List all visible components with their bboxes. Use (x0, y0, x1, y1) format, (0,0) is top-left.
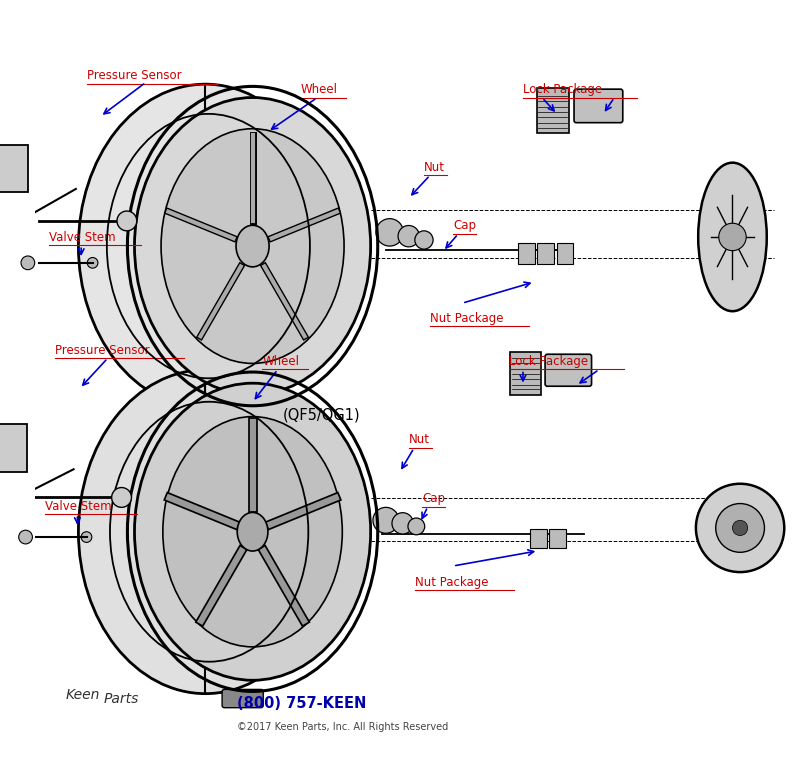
Text: Cap: Cap (422, 492, 446, 505)
Text: (800) 757-KEEN: (800) 757-KEEN (238, 697, 366, 711)
FancyBboxPatch shape (518, 243, 535, 264)
Circle shape (376, 218, 403, 246)
Circle shape (87, 258, 98, 268)
Text: Nut: Nut (424, 161, 445, 173)
Text: Cap: Cap (453, 219, 476, 232)
Circle shape (117, 211, 137, 231)
Text: Pressure Sensor: Pressure Sensor (87, 70, 182, 82)
FancyBboxPatch shape (545, 354, 591, 386)
Ellipse shape (78, 84, 332, 408)
Text: ©2017 Keen Parts, Inc. All Rights Reserved: ©2017 Keen Parts, Inc. All Rights Reserv… (238, 722, 449, 731)
Circle shape (392, 512, 414, 534)
Text: Keen: Keen (66, 688, 100, 702)
Text: (QF5/QG1): (QF5/QG1) (282, 408, 360, 423)
Text: Valve Stem: Valve Stem (46, 500, 112, 512)
Text: Parts: Parts (104, 692, 139, 706)
FancyBboxPatch shape (0, 145, 28, 192)
Circle shape (415, 231, 433, 249)
Ellipse shape (698, 163, 766, 311)
Circle shape (373, 508, 399, 533)
FancyBboxPatch shape (538, 243, 554, 264)
Text: Lock Package: Lock Package (510, 355, 589, 368)
Text: Nut: Nut (409, 433, 430, 447)
Circle shape (716, 504, 765, 553)
Text: Nut Package: Nut Package (430, 312, 503, 324)
Circle shape (21, 256, 34, 269)
Text: Pressure Sensor: Pressure Sensor (54, 344, 149, 357)
Ellipse shape (236, 225, 269, 267)
FancyBboxPatch shape (530, 529, 546, 548)
FancyBboxPatch shape (0, 423, 27, 472)
Circle shape (112, 488, 131, 508)
Circle shape (18, 530, 33, 544)
Text: Valve Stem: Valve Stem (49, 231, 116, 244)
FancyBboxPatch shape (574, 89, 622, 122)
Ellipse shape (238, 512, 268, 551)
Circle shape (696, 484, 784, 572)
Circle shape (408, 518, 425, 535)
Ellipse shape (78, 370, 332, 694)
Ellipse shape (134, 383, 370, 680)
FancyBboxPatch shape (557, 243, 574, 264)
Circle shape (718, 223, 746, 251)
FancyBboxPatch shape (222, 404, 263, 422)
FancyBboxPatch shape (510, 352, 541, 395)
FancyBboxPatch shape (222, 690, 263, 707)
Circle shape (733, 520, 748, 536)
Circle shape (81, 532, 92, 543)
FancyBboxPatch shape (537, 88, 569, 133)
Circle shape (398, 225, 419, 247)
FancyBboxPatch shape (549, 529, 566, 548)
Text: Wheel: Wheel (301, 83, 338, 96)
Text: Wheel: Wheel (262, 355, 299, 368)
Text: Lock Package: Lock Package (523, 83, 602, 96)
Ellipse shape (134, 98, 370, 395)
Text: Nut Package: Nut Package (415, 576, 488, 589)
Ellipse shape (161, 128, 344, 364)
Ellipse shape (163, 416, 342, 647)
